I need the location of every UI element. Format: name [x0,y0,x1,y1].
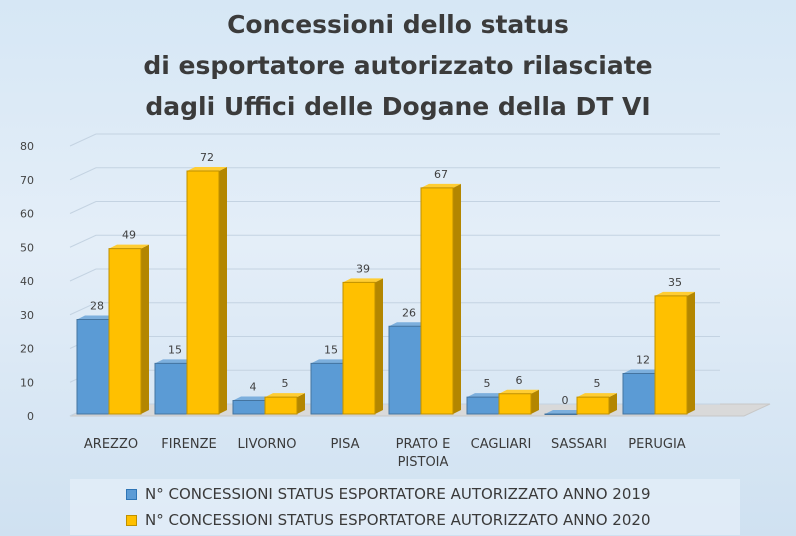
x-tick-label: LIVORNO [238,437,297,452]
bar-2019 [310,362,344,415]
x-tick-label: AREZZO [84,437,138,452]
data-label-2019: 4 [250,381,257,394]
y-tick-label: 20 [20,343,34,356]
legend-label-2019: N° CONCESSIONI STATUS ESPORTATORE AUTORI… [145,485,651,503]
x-tick-label: PISTOIA [398,455,449,470]
y-tick-label: 50 [20,241,34,254]
bar-2020-side [687,291,695,414]
y-tick-label: 70 [20,174,34,187]
data-label-2020: 72 [200,151,214,164]
bar-2019 [544,413,578,415]
bar-2020 [108,248,142,415]
bar-2020-side [141,244,149,414]
bar-2020-side [609,393,617,414]
bar-2020-top [655,291,695,296]
gridline [69,201,720,214]
x-tick-label: PERUGIA [628,437,686,452]
gridline [69,268,720,282]
bar-2019-top [311,359,351,364]
x-tick-label: FIRENZE [161,437,216,452]
y-tick-label: 30 [20,309,34,322]
data-label-2020: 49 [122,229,136,242]
bar-2020 [576,396,610,415]
x-tick-label: SASSARI [551,437,607,452]
data-label-2019: 12 [636,354,650,367]
bar-2020-top [109,244,149,249]
bar-2019-top [77,315,117,320]
data-label-2019: 0 [562,394,569,407]
bar-2020 [342,281,376,415]
bar-2020-top [343,278,383,283]
data-label-2020: 5 [594,377,601,390]
bar-2020-side [531,389,539,414]
gridline [69,133,720,147]
y-tick-label: 10 [20,376,34,389]
bar-2019 [466,396,500,415]
gridline [69,167,720,181]
bar-2020-top [577,393,617,398]
bar-2020-top [421,183,461,188]
legend: N° CONCESSIONI STATUS ESPORTATORE AUTORI… [70,479,740,535]
data-label-2020: 67 [434,168,448,181]
bar-2020-top [265,393,305,398]
y-tick-label: 80 [20,140,34,153]
gridline [69,234,720,248]
legend-item-2020: N° CONCESSIONI STATUS ESPORTATORE AUTORI… [126,509,650,531]
data-label-2020: 39 [356,262,370,275]
legend-swatch-2020 [126,514,137,526]
y-tick-label: 40 [20,275,34,288]
data-label-2020: 6 [516,374,523,387]
bar-2020-side [453,183,461,414]
bar-2020-top [499,389,539,394]
bar-2019 [76,319,110,415]
bar-2019-top [623,369,663,374]
data-label-2020: 5 [282,377,289,390]
bar-2020-side [375,278,383,414]
data-label-2019: 28 [90,300,104,313]
bar-2019 [388,325,422,415]
legend-label-2020: N° CONCESSIONI STATUS ESPORTATORE AUTORI… [145,511,651,529]
bar-2020-side [219,167,227,414]
x-tick-label: CAGLIARI [471,437,532,452]
bar-2020 [420,187,454,415]
legend-item-2019: N° CONCESSIONI STATUS ESPORTATORE AUTORI… [126,483,650,505]
bar-2020-top [187,167,227,171]
y-tick-label: 0 [27,410,34,423]
bar-2019 [622,373,656,415]
bar-2020 [264,396,298,415]
bar-2020 [654,295,688,415]
gridline [69,302,720,316]
bar-2019 [154,362,188,415]
x-tick-label: PISA [330,437,359,452]
data-label-2019: 5 [484,377,491,390]
bar-2020-side [297,393,305,414]
bar-2020 [498,393,532,415]
bar-2019-top [467,393,507,398]
bar-2019-top [389,322,429,327]
chart-title-line-1: Concessioni dello status [227,10,569,39]
legend-swatch-2019 [126,488,137,500]
data-label-2019: 15 [324,343,338,356]
bar-2019-top [545,410,585,414]
data-label-2019: 26 [402,306,416,319]
x-tick-label: PRATO E [396,437,451,452]
bar-2019-top [155,359,195,364]
bar-2019 [232,400,266,415]
data-label-2020: 35 [668,276,682,289]
chart-title-line-3: dagli Uffici delle Dogane della DT VI [145,92,651,121]
y-tick-label: 60 [20,208,34,221]
chart-title-line-2: di esportatore autorizzato rilasciate [143,51,653,80]
bar-2019-top [233,396,273,401]
data-label-2019: 15 [168,343,182,356]
bar-2020 [186,170,220,415]
